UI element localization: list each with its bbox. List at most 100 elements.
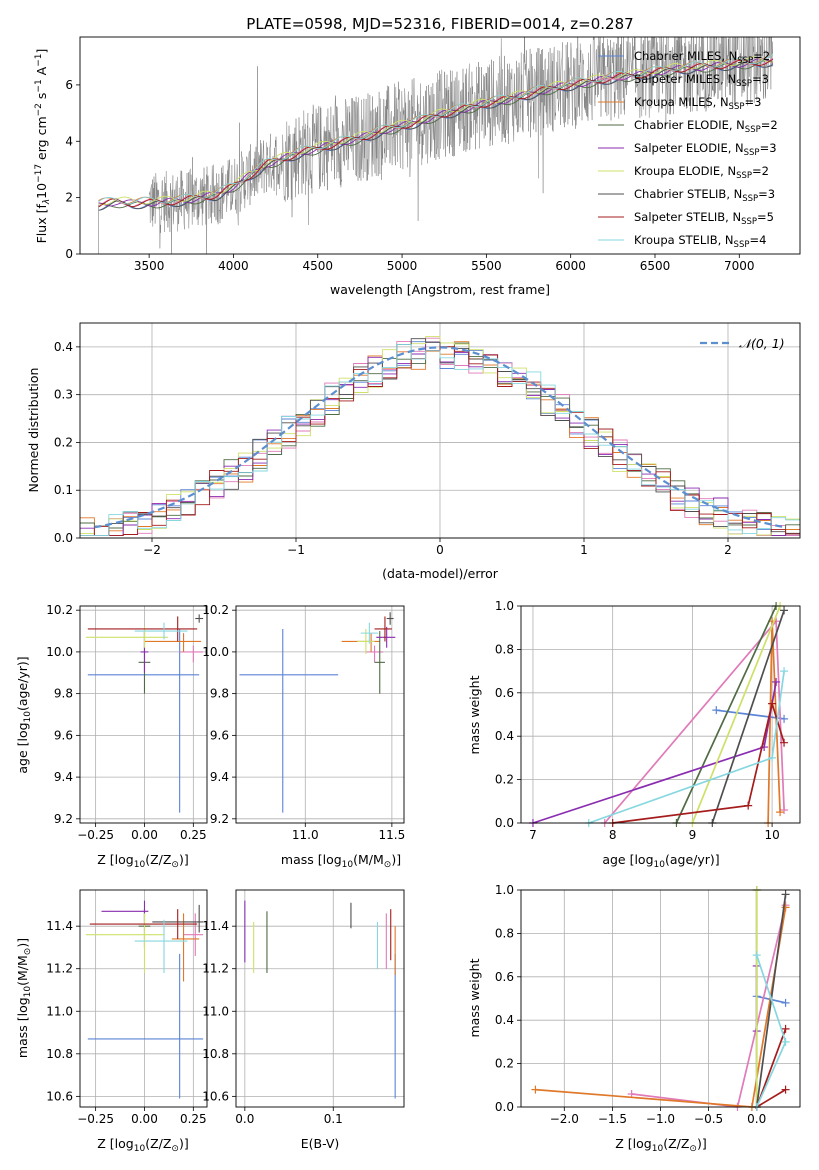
y-tick-label: 9.2 (54, 812, 73, 826)
plus-marker (781, 1024, 790, 1033)
plus-marker (752, 951, 761, 960)
x-axis-label: Z [log10​(Z/Z⊙​)] (615, 1136, 706, 1154)
axes-frame (235, 889, 405, 1108)
y-tick-label: 10.8 (46, 1047, 73, 1061)
y-tick-label: 0.4 (495, 729, 514, 743)
x-tick-label: 7 (529, 828, 537, 842)
plus-marker (768, 753, 777, 762)
y-tick-label: 9.6 (210, 728, 229, 742)
x-tick-label: 5500 (471, 259, 502, 273)
plus-marker (780, 714, 789, 723)
y-tick-label: 0.4 (495, 1013, 514, 1027)
mass-weight-line (675, 605, 777, 824)
x-tick-label: 0.00 (131, 1112, 158, 1126)
y-tick-label: 0.8 (495, 926, 514, 940)
plus-marker (712, 706, 721, 715)
legend-entry: Salpeter STELIB, NSSP=5 (634, 210, 774, 227)
y-tick-label: 10.2 (202, 603, 229, 617)
x-tick-label: 5000 (387, 259, 418, 273)
y-tick-label: 0.2 (495, 1057, 514, 1071)
y-tick-label: 11.4 (46, 919, 73, 933)
y-tick-label: 0.0 (495, 1100, 514, 1114)
plus-marker (772, 677, 781, 686)
x-tick-label: −1.0 (646, 1112, 675, 1126)
x-tick-label: 4500 (302, 259, 333, 273)
age-vs-mass-panel: 11.0 11.5 9.2 9.4 9.6 9.8 10.0 10.2 mass [log10​… (202, 603, 405, 870)
y-tick-label: 9.8 (210, 687, 229, 701)
x-tick-label: −2.0 (550, 1112, 579, 1126)
y-axis-label: age [log10​(age/yr)] (15, 656, 33, 773)
y-tick-label: 1.0 (495, 883, 514, 897)
model-spectrum-line (98, 58, 774, 208)
x-tick-label: 7000 (724, 259, 755, 273)
x-axis-label: wavelength [Angstrom, rest frame] (330, 282, 550, 297)
mass-weight-vs-metallicity-panel: −2.0 −1.5 −1.0 −0.5 0.0 0.0 0.2 0.4 0.6 0.8 1.0 Z [… (467, 883, 801, 1154)
y-tick-label: 9.8 (54, 687, 73, 701)
model-spectrum-line (98, 54, 773, 205)
y-tick-label: 11.0 (202, 1004, 229, 1018)
plus-marker (781, 890, 790, 899)
x-tick-label: 2 (724, 543, 732, 557)
mass-vs-metallicity-panel: −0.25 0.00 0.25 10.6 10.8 11.0 11.2 11.4 Z [log1… (15, 889, 208, 1154)
x-tick-label: 0.25 (180, 828, 207, 842)
axes-frame (520, 605, 801, 824)
y-tick-label: 10.6 (202, 1089, 229, 1103)
residuals-panel: −2 −1 0 1 2 0.0 0.1 0.2 0.3 0.4 𝒩(0, 1) (data-model… (26, 322, 801, 581)
legend-entry: Kroupa STELIB, NSSP=4 (634, 233, 766, 250)
y-tick-label: 11.4 (202, 919, 229, 933)
x-tick-label: 4000 (218, 259, 249, 273)
y-tick-label: 6 (65, 78, 73, 92)
x-axis-label: age [log10​(age/yr)] (602, 852, 719, 870)
legend-entry: Chabrier MILES, NSSP=2 (634, 49, 770, 66)
axes-frame (520, 889, 801, 1108)
legend-entry: Kroupa ELODIE, NSSP=2 (634, 164, 769, 181)
legend-entry: Kroupa MILES, NSSP=3 (634, 95, 761, 112)
axes-frame (235, 605, 405, 824)
mass-weight-line (604, 618, 785, 824)
y-tick-label: 9.2 (210, 812, 229, 826)
x-axis-label: Z [log10​(Z/Z⊙​)] (97, 852, 188, 870)
x-tick-label: 0.1 (324, 1112, 343, 1126)
plus-marker (781, 998, 790, 1007)
x-tick-label: −1.5 (598, 1112, 627, 1126)
x-tick-label: 8 (609, 828, 617, 842)
model-spectrum-line (98, 56, 774, 206)
figure-title: PLATE=0598, MJD=52316, FIBERID=0014, z=0… (246, 15, 633, 33)
y-tick-label: 0.8 (495, 642, 514, 656)
y-tick-label: 0.0 (54, 531, 73, 545)
y-tick-label: 0.3 (54, 388, 73, 402)
x-tick-label: −2 (143, 543, 161, 557)
plus-marker (780, 606, 789, 615)
y-tick-label: 11.2 (46, 962, 73, 976)
axes-frame (79, 36, 801, 255)
x-tick-label: 0.0 (747, 1112, 766, 1126)
legend-entry: Salpeter MILES, NSSP=3 (634, 72, 769, 89)
y-tick-label: 9.4 (210, 770, 229, 784)
mass-weight-line (711, 610, 785, 824)
plus-marker (768, 699, 777, 708)
y-tick-label: 10.0 (202, 645, 229, 659)
y-axis-label: mass weight (467, 958, 482, 1037)
axes-frame (79, 322, 801, 539)
histogram-step-line (80, 346, 800, 537)
x-tick-label: 9 (689, 828, 697, 842)
y-tick-label: 9.4 (54, 770, 73, 784)
legend-entry: 𝒩(0, 1) (739, 336, 785, 351)
x-tick-label: 0.00 (131, 828, 158, 842)
x-tick-label: −1 (287, 543, 305, 557)
x-tick-label: −0.25 (77, 1112, 114, 1126)
x-tick-label: 0 (436, 543, 444, 557)
x-axis-label: mass [log10​(M/M⊙​)] (281, 852, 401, 870)
x-tick-label: 11.5 (379, 828, 406, 842)
x-tick-label: 11.0 (292, 828, 319, 842)
plus-marker (744, 801, 753, 810)
y-tick-label: 0.6 (495, 686, 514, 700)
x-tick-label: 3500 (134, 259, 165, 273)
y-tick-label: 0.2 (495, 773, 514, 787)
y-tick-label: 0.1 (54, 483, 73, 497)
y-tick-label: 2 (65, 191, 73, 205)
x-tick-label: 0.0 (235, 1112, 254, 1126)
x-tick-label: 10 (764, 828, 779, 842)
x-axis-label: Z [log10​(Z/Z⊙​)] (97, 1136, 188, 1154)
